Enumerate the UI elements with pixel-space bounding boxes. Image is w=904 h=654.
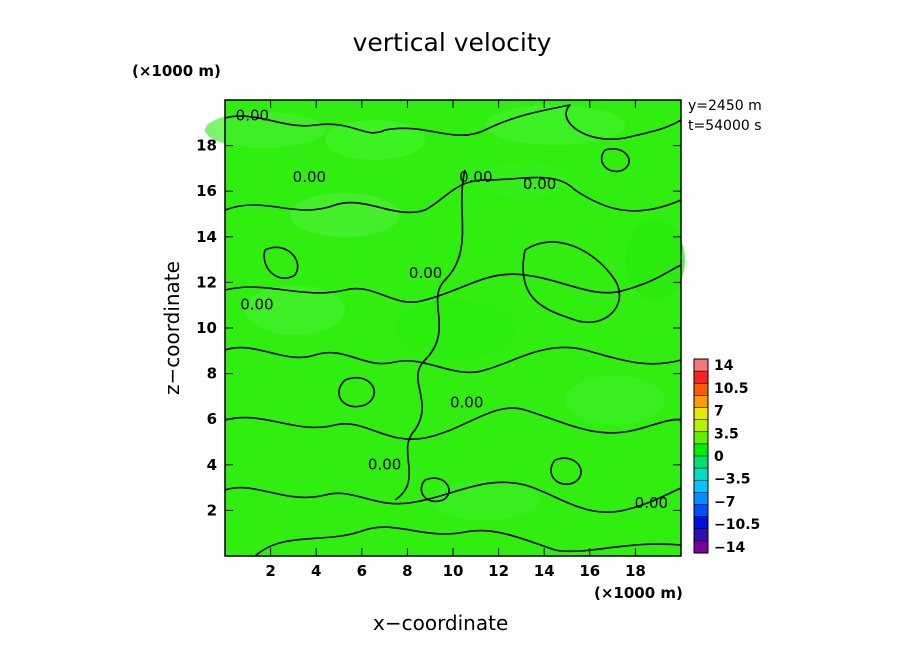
colorbar-tick-label: −3.5 [714, 472, 751, 488]
colorbar-segment [694, 492, 708, 505]
colorbar-tick-label: −7 [714, 494, 735, 510]
contour-label: 0.00 [368, 455, 401, 473]
field-blotch [265, 455, 385, 505]
y-tick-label: 2 [207, 501, 217, 519]
colorbar-segment [694, 516, 708, 529]
y-tick-label: 4 [207, 456, 217, 474]
x-tick-label: 10 [443, 562, 464, 580]
zero-contours: 0.00 0.00 0.00 0.00 0.00 0.00 0.00 0.00 0.00 [224, 99, 682, 557]
colorbar-segment [694, 540, 708, 553]
y-axis-unit: (×1000 m) [132, 62, 221, 80]
x-tick-label: 4 [311, 562, 321, 580]
colorbar-segment [694, 528, 708, 541]
contour-line [550, 457, 582, 485]
x-tick-label: 16 [579, 562, 600, 580]
field-blotch [480, 162, 570, 198]
field-blotch [485, 105, 625, 145]
contour-line [224, 481, 682, 513]
colorbar-segment [694, 443, 708, 456]
contour-label: 0.00 [635, 494, 668, 512]
velocity-field [205, 100, 685, 556]
x-tick-label: 6 [357, 562, 367, 580]
contour-label: 0.00 [293, 168, 326, 186]
x-axis-unit: (×1000 m) [594, 584, 683, 602]
contour-label: 0.00 [240, 296, 273, 314]
chart-title: vertical velocity [352, 28, 552, 57]
colorbar-segment [694, 431, 708, 444]
y-tick-label: 6 [207, 410, 217, 428]
contour-line [420, 477, 450, 503]
run-info: y=2450 m t=54000 s [688, 96, 762, 136]
contour-line [224, 104, 682, 140]
colorbar-segment [694, 407, 708, 420]
x-tick-label: 8 [402, 562, 412, 580]
x-tick-label: 18 [625, 562, 646, 580]
contour-label: 0.00 [409, 264, 442, 282]
contour-line [338, 377, 376, 408]
x-tick-label: 12 [488, 562, 509, 580]
contour-line [522, 241, 621, 323]
x-tick-label: 14 [534, 562, 555, 580]
colorbar-tick-label: 10.5 [714, 381, 749, 397]
colorbar-tick-label: 7 [714, 404, 724, 420]
colorbar-segment [694, 371, 708, 384]
contour-line [263, 246, 299, 279]
contour-line [394, 169, 466, 501]
contour-line [224, 176, 682, 214]
colorbar-tick-label: −14 [714, 540, 745, 556]
y-tick-label: 16 [196, 182, 217, 200]
y-tick-label: 8 [207, 365, 217, 383]
field-blotch [245, 285, 345, 335]
y-tick-label: 12 [196, 273, 217, 291]
colorbar: 14 10.5 7 3.5 0 −3.5 −7 −10.5 −14 [693, 358, 760, 556]
x-axis-label: x−coordinate [373, 611, 509, 635]
colorbar-tick-label: 3.5 [714, 426, 739, 442]
field-blotch [205, 112, 325, 148]
field-blotch [430, 480, 540, 520]
y-tick-label: 14 [196, 228, 217, 246]
colorbar-tick-label: −10.5 [714, 517, 760, 533]
time-label: t=54000 s [688, 118, 762, 134]
colorbar-segment [694, 456, 708, 469]
field-blotch [395, 300, 515, 360]
contour-line [600, 148, 630, 173]
y-tick-label: 10 [196, 319, 217, 337]
colorbar-segment [694, 468, 708, 481]
colorbar-segment [694, 480, 708, 493]
colorbar-segment [694, 504, 708, 517]
colorbar-tick-label: 0 [714, 449, 724, 465]
contour-line [224, 346, 682, 374]
contour-line [224, 407, 682, 440]
field-blotch [290, 193, 400, 237]
colorbar-segment [694, 359, 708, 372]
axis-ticks: 2 4 6 8 10 12 14 16 18 2 4 6 8 10 12 14 16 18 [196, 100, 681, 580]
y-tick-label: 18 [196, 137, 217, 155]
field-blotch [565, 375, 665, 425]
contour-line [224, 264, 682, 303]
colorbar-segment [694, 395, 708, 408]
colorbar-segment [694, 383, 708, 396]
contour-label: 0.00 [459, 168, 492, 186]
contour-label: 0.00 [450, 394, 483, 412]
field-blotch [625, 220, 685, 300]
contour-label: 0.00 [523, 175, 556, 193]
y-position-label: y=2450 m [688, 98, 762, 114]
field-blotch [325, 120, 425, 160]
colorbar-segment [694, 419, 708, 432]
x-tick-label: 2 [265, 562, 275, 580]
colorbar-tick-label: 14 [714, 358, 734, 374]
contour-label: 0.00 [236, 106, 269, 124]
